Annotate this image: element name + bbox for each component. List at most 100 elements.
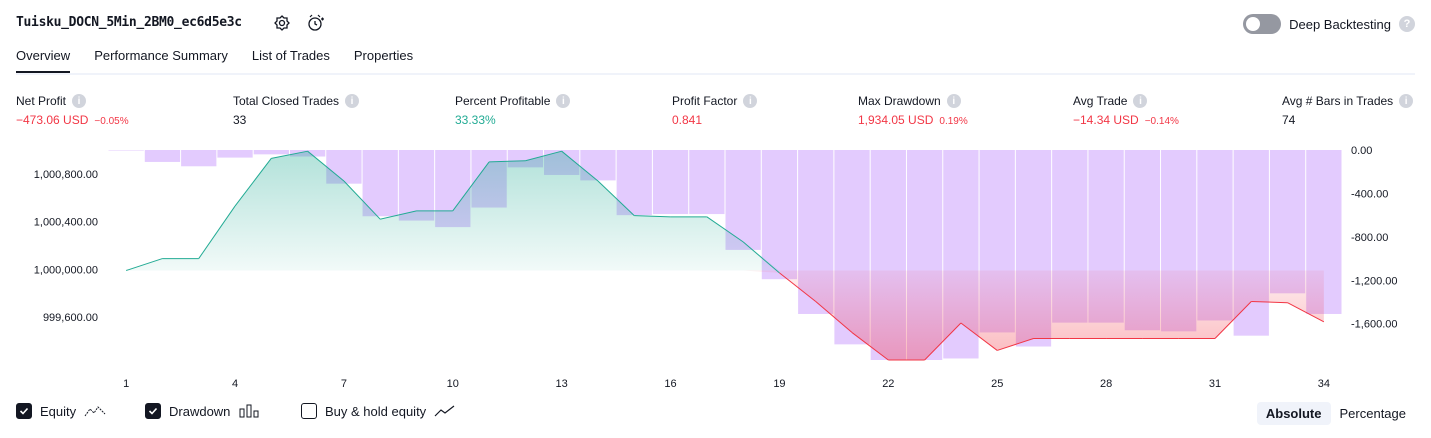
x-axis-label: 31 [1209,378,1221,390]
metric-label: Avg Trade [1073,94,1128,108]
equity-line-segment [634,215,671,218]
tab-bar: Overview Performance Summary List of Tra… [16,48,413,74]
help-icon[interactable]: ? [1399,16,1415,32]
info-icon[interactable]: i [1133,94,1148,108]
right-axis-label: -400.00 [1351,188,1388,200]
equity-line-segment [1287,302,1325,323]
right-axis-label: -1,200.00 [1351,275,1397,287]
metric-value: 33 [233,113,247,127]
drawdown-bars-icon [239,404,259,418]
tab-divider [16,73,1415,75]
drawdown-bar [398,150,435,221]
x-axis-label: 1 [123,378,129,390]
equity-line-segment [706,216,744,243]
drawdown-bar [108,150,144,151]
x-axis-label: 19 [773,378,785,390]
equity-line-segment [271,150,308,159]
left-axis-label: 999,600.00 [43,312,98,324]
drawdown-bar [761,150,798,280]
equity-line-segment [380,210,417,220]
add-alert-icon[interactable] [307,14,325,32]
percentage-button[interactable]: Percentage [1339,406,1407,421]
info-icon[interactable]: i [946,94,961,108]
x-axis-label: 10 [447,378,459,390]
tab-list-of-trades[interactable]: List of Trades [251,48,330,63]
equity-line-segment [851,332,889,361]
equity-line-segment [779,272,817,302]
equity-line-segment [742,241,780,274]
tab-overview[interactable]: Overview [16,48,71,74]
equity-checkbox[interactable] [16,403,32,419]
equity-line-icon [84,406,106,417]
legend-buy-hold[interactable]: Buy & hold equity [301,403,456,419]
legend-buy-hold-label: Buy & hold equity [325,403,427,419]
equity-line-segment [997,338,1034,351]
equity-line-segment [525,150,562,162]
info-icon[interactable]: i [1399,94,1414,108]
x-axis-label: 4 [232,378,238,390]
equity-gain-area [126,151,1324,271]
left-axis-label: 1,000,000.00 [34,264,98,276]
metric-percent: −0.05% [94,116,129,127]
legend-equity[interactable]: Equity [16,403,106,419]
drawdown-bar [217,150,253,158]
deep-backtesting-control: Deep Backtesting ? [1243,14,1415,34]
tab-properties[interactable]: Properties [353,48,414,63]
right-axis-label: -800.00 [1351,232,1388,244]
metric-label: Avg # Bars in Trades [1282,94,1394,108]
metric-label: Profit Factor [672,94,738,108]
absolute-button[interactable]: Absolute [1256,402,1331,425]
equity-line-segment [924,322,962,361]
equity-line-segment [307,150,345,182]
drawdown-bar [689,150,725,215]
metric-label: Total Closed Trades [233,94,340,108]
equity-line-segment [125,258,163,271]
x-axis-label: 16 [664,378,676,390]
left-axis-label: 1,000,400.00 [34,217,98,229]
x-axis-label: 34 [1318,378,1330,390]
metric-label: Net Profit [16,94,67,108]
metric-1: Total Closed Trades i 33 [233,94,360,127]
metric-label: Max Drawdown [858,94,941,108]
x-axis-label: 22 [882,378,894,390]
tab-performance-summary[interactable]: Performance Summary [94,48,228,63]
info-icon[interactable]: i [72,94,87,108]
metric-value: 33.33% [455,113,496,127]
metric-value: 1,934.05 USD [858,113,934,127]
x-axis-label: 13 [556,378,568,390]
deep-backtesting-label: Deep Backtesting [1289,16,1391,32]
equity-line-segment [561,150,599,182]
deep-backtesting-toggle[interactable] [1243,14,1282,34]
metric-3: Profit Factor i 0.841 [672,94,758,127]
equity-line-segment [815,301,853,333]
equity-line-segment [343,180,381,220]
drawdown-bar [144,150,181,162]
drawdown-checkbox[interactable] [145,403,161,419]
metric-value: 74 [1282,113,1296,127]
equity-line-segment [234,158,272,207]
right-axis-label: 0.00 [1351,145,1372,157]
equity-line-segment [1251,301,1288,304]
settings-icon[interactable] [273,14,291,32]
drawdown-bar [253,150,289,155]
metric-value: −14.34 USD [1073,113,1139,127]
info-icon[interactable]: i [556,94,571,108]
legend-equity-label: Equity [40,403,77,419]
equity-line-segment [597,180,635,216]
drawdown-bar [1269,150,1306,294]
info-icon[interactable]: i [743,94,758,108]
metric-4: Max Drawdown i 1,934.05 USD 0.19% [858,94,968,127]
view-toggle: Absolute Percentage [1256,402,1415,425]
equity-line-segment [198,205,236,259]
info-icon[interactable]: i [345,94,360,108]
metric-value: 0.841 [672,113,703,127]
legend-drawdown[interactable]: Drawdown [145,403,260,419]
buy-hold-checkbox[interactable] [301,403,317,419]
drawdown-bar [181,150,217,167]
right-axis-label: -1,600.00 [1351,319,1397,331]
left-axis-label: 1,000,800.00 [34,169,98,181]
legend-drawdown-label: Drawdown [169,403,231,419]
x-axis-label: 28 [1100,378,1112,390]
metric-value: −473.06 USD [16,113,89,127]
x-axis-label: 7 [341,378,347,390]
